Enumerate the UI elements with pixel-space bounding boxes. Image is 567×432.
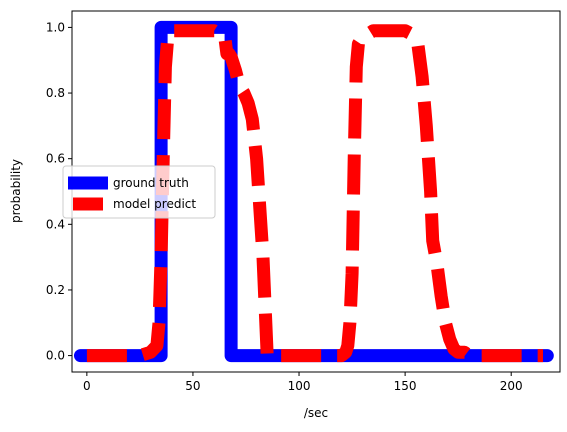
x-tick-label: 100 xyxy=(288,379,311,393)
x-tick-label: 150 xyxy=(394,379,417,393)
series-layer xyxy=(74,20,554,363)
y-tick-label: 0.6 xyxy=(46,152,65,166)
legend-label-model-predict: model predict xyxy=(113,197,196,211)
y-tick-label: 0.0 xyxy=(46,349,65,363)
x-axis-ticks: 0 50 100 150 200 xyxy=(83,372,523,393)
series-line-model-predict xyxy=(86,24,543,363)
y-tick-label: 1.0 xyxy=(46,20,65,34)
y-axis-label: probability xyxy=(9,159,23,223)
x-tick-label: 0 xyxy=(83,379,91,393)
x-axis-label: /sec xyxy=(304,406,328,420)
y-axis-ticks: 0.0 0.2 0.4 0.6 0.8 1.0 xyxy=(46,20,72,363)
x-tick-label: 50 xyxy=(185,379,200,393)
legend: ground truth model predict xyxy=(62,165,216,219)
y-tick-label: 0.2 xyxy=(46,283,65,297)
y-tick-label: 0.8 xyxy=(46,86,65,100)
legend-label-ground-truth: ground truth xyxy=(113,176,189,190)
y-tick-label: 0.4 xyxy=(46,217,65,231)
x-tick-label: 200 xyxy=(500,379,523,393)
